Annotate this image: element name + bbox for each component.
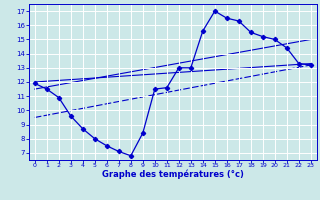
X-axis label: Graphe des températures (°c): Graphe des températures (°c)	[102, 170, 244, 179]
